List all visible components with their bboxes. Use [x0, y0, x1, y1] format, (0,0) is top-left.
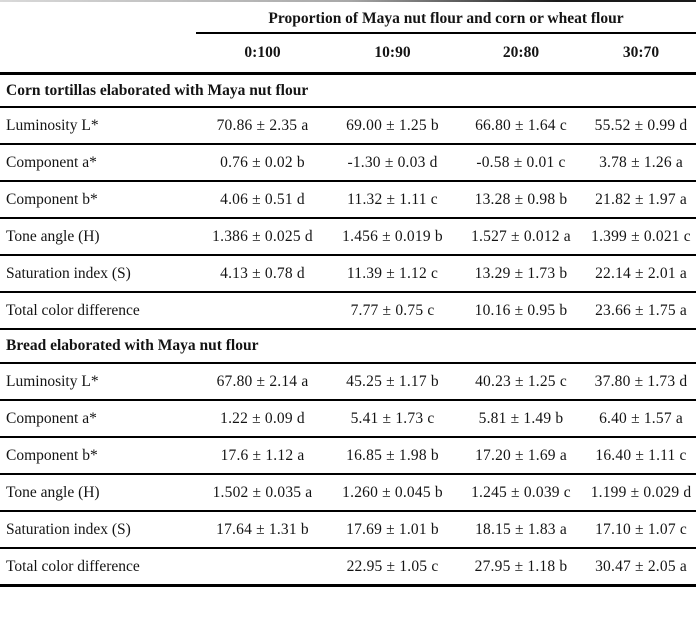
- row-label: Component b*: [0, 181, 196, 219]
- data-cell: 17.10 ± 1.07 c: [586, 511, 696, 549]
- data-cell: 40.23 ± 1.25 c: [456, 363, 586, 401]
- row-label: Component a*: [0, 144, 196, 182]
- row-label: Component b*: [0, 437, 196, 475]
- row-label: Component a*: [0, 400, 196, 438]
- spanning-header: Proportion of Maya nut flour and corn or…: [196, 0, 696, 34]
- table-row: Luminosity L* 70.86 ± 2.35 a 69.00 ± 1.2…: [0, 107, 696, 145]
- table-row: Component b* 4.06 ± 0.51 d 11.32 ± 1.11 …: [0, 181, 696, 219]
- data-cell: -0.58 ± 0.01 c: [456, 144, 586, 182]
- data-cell: 17.20 ± 1.69 a: [456, 437, 586, 475]
- table-row: Saturation index (S) 4.13 ± 0.78 d 11.39…: [0, 255, 696, 293]
- section-title-bread: Bread elaborated with Maya nut flour: [0, 329, 696, 364]
- section-header-row: Corn tortillas elaborated with Maya nut …: [0, 73, 696, 108]
- data-cell: 10.16 ± 0.95 b: [456, 292, 586, 330]
- data-cell: 18.15 ± 1.83 a: [456, 511, 586, 549]
- data-cell: 69.00 ± 1.25 b: [329, 107, 456, 145]
- data-cell: 1.386 ± 0.025 d: [196, 218, 329, 256]
- data-cell: 22.95 ± 1.05 c: [329, 548, 456, 587]
- table-row: Saturation index (S) 17.64 ± 1.31 b 17.6…: [0, 511, 696, 549]
- data-cell: 21.82 ± 1.97 a: [586, 181, 696, 219]
- row-label: Total color difference: [0, 548, 196, 587]
- data-cell: 45.25 ± 1.17 b: [329, 363, 456, 401]
- data-cell: 17.6 ± 1.12 a: [196, 437, 329, 475]
- data-cell: 70.86 ± 2.35 a: [196, 107, 329, 145]
- column-header-10-90: 10:90: [329, 33, 456, 75]
- section-header-row: Bread elaborated with Maya nut flour: [0, 329, 696, 364]
- data-cell: 17.69 ± 1.01 b: [329, 511, 456, 549]
- column-header-20-80: 20:80: [456, 33, 586, 75]
- data-cell: 22.14 ± 2.01 a: [586, 255, 696, 293]
- data-cell: 6.40 ± 1.57 a: [586, 400, 696, 438]
- data-cell: 4.13 ± 0.78 d: [196, 255, 329, 293]
- table-row: Component b* 17.6 ± 1.12 a 16.85 ± 1.98 …: [0, 437, 696, 475]
- data-cell: 1.245 ± 0.039 c: [456, 474, 586, 512]
- data-cell: 67.80 ± 2.14 a: [196, 363, 329, 401]
- data-cell: 37.80 ± 1.73 d: [586, 363, 696, 401]
- data-cell: [196, 548, 329, 587]
- data-cell: -1.30 ± 0.03 d: [329, 144, 456, 182]
- data-cell: 1.260 ± 0.045 b: [329, 474, 456, 512]
- data-cell: 7.77 ± 0.75 c: [329, 292, 456, 330]
- data-cell: 16.85 ± 1.98 b: [329, 437, 456, 475]
- data-cell: 23.66 ± 1.75 a: [586, 292, 696, 330]
- top-rule-divider: [0, 0, 696, 2]
- column-header-30-70: 30:70: [586, 33, 696, 75]
- data-cell: 3.78 ± 1.26 a: [586, 144, 696, 182]
- data-cell: 11.32 ± 1.11 c: [329, 181, 456, 219]
- color-measurements-table: Proportion of Maya nut flour and corn or…: [0, 0, 696, 587]
- row-label: Tone angle (H): [0, 218, 196, 256]
- spanning-header-row: Proportion of Maya nut flour and corn or…: [0, 0, 696, 34]
- data-cell: 30.47 ± 2.05 a: [586, 548, 696, 587]
- data-cell: 1.502 ± 0.035 a: [196, 474, 329, 512]
- row-label: Saturation index (S): [0, 511, 196, 549]
- data-cell: 55.52 ± 0.99 d: [586, 107, 696, 145]
- data-cell: 1.527 ± 0.012 a: [456, 218, 586, 256]
- row-label: Luminosity L*: [0, 107, 196, 145]
- data-cell: [196, 292, 329, 330]
- data-cell: 1.399 ± 0.021 c: [586, 218, 696, 256]
- data-cell: 17.64 ± 1.31 b: [196, 511, 329, 549]
- column-header-0-100: 0:100: [196, 33, 329, 75]
- empty-corner-cell: [0, 0, 196, 33]
- data-cell: 4.06 ± 0.51 d: [196, 181, 329, 219]
- table-row: Tone angle (H) 1.502 ± 0.035 a 1.260 ± 0…: [0, 474, 696, 512]
- table-row: Total color difference 7.77 ± 0.75 c 10.…: [0, 292, 696, 330]
- data-cell: 16.40 ± 1.11 c: [586, 437, 696, 475]
- data-cell: 5.41 ± 1.73 c: [329, 400, 456, 438]
- table-row: Total color difference 22.95 ± 1.05 c 27…: [0, 548, 696, 587]
- data-cell: 1.456 ± 0.019 b: [329, 218, 456, 256]
- column-header-row: 0:100 10:90 20:80 30:70: [0, 33, 696, 75]
- data-cell: 5.81 ± 1.49 b: [456, 400, 586, 438]
- row-label: Saturation index (S): [0, 255, 196, 293]
- table-row: Tone angle (H) 1.386 ± 0.025 d 1.456 ± 0…: [0, 218, 696, 256]
- data-cell: 0.76 ± 0.02 b: [196, 144, 329, 182]
- table-row: Luminosity L* 67.80 ± 2.14 a 45.25 ± 1.1…: [0, 363, 696, 401]
- data-cell: 13.29 ± 1.73 b: [456, 255, 586, 293]
- data-cell: 1.22 ± 0.09 d: [196, 400, 329, 438]
- empty-corner-cell: [0, 33, 196, 75]
- table-row: Component a* 0.76 ± 0.02 b -1.30 ± 0.03 …: [0, 144, 696, 182]
- data-cell: 1.199 ± 0.029 d: [586, 474, 696, 512]
- data-cell: 13.28 ± 0.98 b: [456, 181, 586, 219]
- table-row: Component a* 1.22 ± 0.09 d 5.41 ± 1.73 c…: [0, 400, 696, 438]
- row-label: Tone angle (H): [0, 474, 196, 512]
- data-cell: 27.95 ± 1.18 b: [456, 548, 586, 587]
- data-cell: 66.80 ± 1.64 c: [456, 107, 586, 145]
- row-label: Luminosity L*: [0, 363, 196, 401]
- section-title-tortillas: Corn tortillas elaborated with Maya nut …: [0, 73, 696, 108]
- row-label: Total color difference: [0, 292, 196, 330]
- data-cell: 11.39 ± 1.12 c: [329, 255, 456, 293]
